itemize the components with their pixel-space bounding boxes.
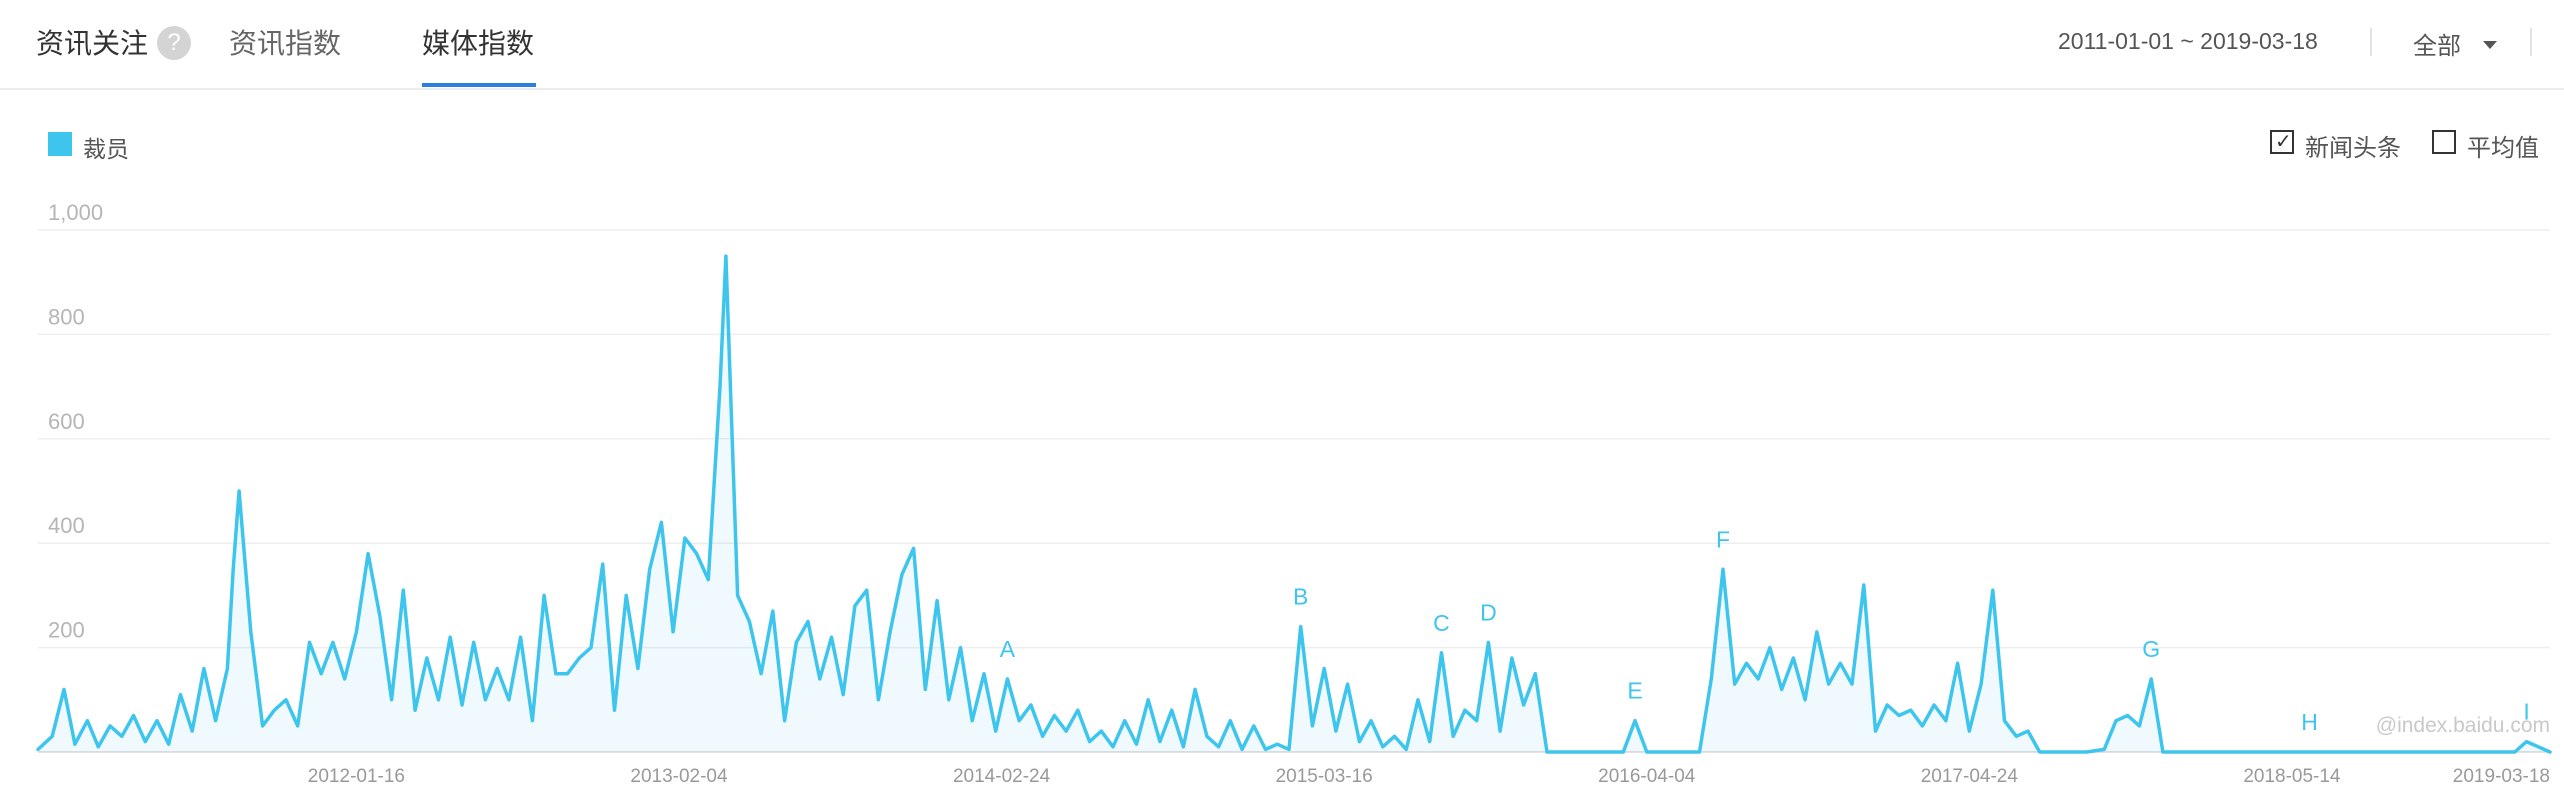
date-range-picker[interactable]: 2011-01-01 ~ 2019-03-18 <box>2058 28 2318 54</box>
y-tick-label: 200 <box>48 618 85 643</box>
divider <box>2370 28 2372 56</box>
annotation-marker: H <box>2301 709 2318 735</box>
x-tick-label: 2015-03-16 <box>1276 766 1373 787</box>
tab-news-index[interactable]: 资讯指数 <box>229 28 342 59</box>
annotation-marker: C <box>1433 610 1450 636</box>
chevron-down-icon[interactable] <box>2483 41 2497 49</box>
annotation-marker: D <box>1480 599 1497 625</box>
x-tick-label: 2014-02-24 <box>953 766 1051 787</box>
check-icon: ✓ <box>2275 131 2292 153</box>
y-tick-label: 400 <box>48 513 85 538</box>
x-tick-label: 2012-01-16 <box>308 766 405 787</box>
headlines-checkbox[interactable]: ✓ <box>2270 130 2294 154</box>
help-icon[interactable]: ? <box>157 26 191 60</box>
legend-swatch <box>48 132 72 156</box>
average-label[interactable]: 平均值 <box>2467 135 2539 162</box>
series-line <box>36 254 2552 754</box>
watermark: @index.baidu.com <box>2376 714 2550 737</box>
x-tick-label: 2013-02-04 <box>630 766 728 787</box>
x-tick-label: 2017-04-24 <box>1921 766 2019 787</box>
y-tick-label: 1,000 <box>48 200 103 225</box>
annotation-marker: E <box>1627 678 1642 704</box>
headlines-label[interactable]: 新闻头条 <box>2305 135 2401 162</box>
series-area <box>38 256 2550 752</box>
tab-media-index[interactable]: 媒体指数 <box>422 28 535 59</box>
tab-bar: 资讯关注 ? 资讯指数 媒体指数 2011-01-01 ~ 2019-03-18… <box>0 0 2564 90</box>
y-tick-label: 600 <box>48 409 85 434</box>
annotation-marker: G <box>2142 636 2160 662</box>
annotation-marker: I <box>2523 699 2529 725</box>
annotation-marker: F <box>1716 526 1730 552</box>
y-tick-label: 800 <box>48 304 85 329</box>
divider <box>2530 28 2532 56</box>
annotation-marker: A <box>1000 636 1016 662</box>
legend-series-label: 裁员 <box>83 136 129 162</box>
annotation-marker: B <box>1293 584 1308 610</box>
active-tab-indicator <box>422 83 536 87</box>
x-tick-label: 2019-03-18 <box>2453 766 2550 787</box>
x-tick-label: 2016-04-04 <box>1598 766 1696 787</box>
average-checkbox[interactable] <box>2432 130 2456 154</box>
tab-news-attention[interactable]: 资讯关注 <box>36 28 149 59</box>
x-tick-label: 2018-05-14 <box>2243 766 2341 787</box>
scope-select[interactable]: 全部 <box>2413 33 2461 60</box>
